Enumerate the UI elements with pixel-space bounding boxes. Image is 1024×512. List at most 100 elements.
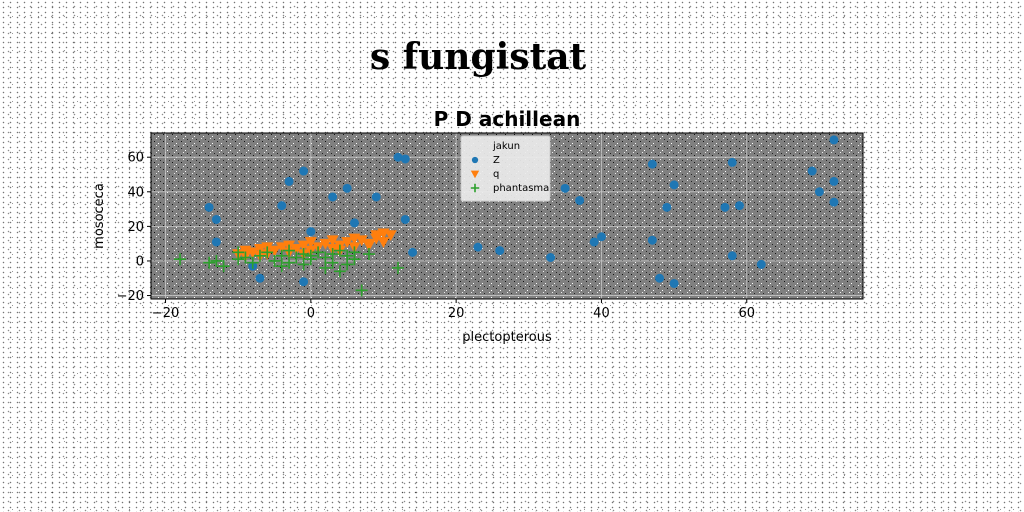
data-point <box>232 253 245 266</box>
data-point <box>546 253 556 262</box>
data-point <box>362 240 375 252</box>
data-point <box>277 201 287 211</box>
x-tick-label: 0 <box>307 306 315 321</box>
data-point <box>829 197 839 207</box>
data-point <box>370 230 383 242</box>
data-point <box>392 261 405 274</box>
data-point <box>400 214 410 224</box>
data-point <box>283 244 296 257</box>
data-point <box>393 152 403 162</box>
data-point <box>560 183 570 193</box>
data-point <box>299 166 309 176</box>
data-point <box>720 202 730 212</box>
data-point <box>304 249 317 262</box>
data-point <box>727 157 737 167</box>
data-point <box>275 260 288 273</box>
data-point <box>662 202 672 212</box>
data-point <box>239 251 252 264</box>
data-point <box>348 246 361 259</box>
x-tick-label: 40 <box>593 306 610 321</box>
y-tick-label: 40 <box>127 185 144 200</box>
data-point <box>290 251 303 264</box>
data-point <box>596 232 606 242</box>
data-point <box>669 180 679 190</box>
data-point <box>647 235 657 245</box>
data-point <box>174 253 187 266</box>
data-point <box>253 244 266 255</box>
y-axis-label: mosoceca <box>92 183 107 249</box>
legend-marker <box>470 183 480 193</box>
data-point <box>326 235 339 247</box>
data-point <box>297 258 310 271</box>
legend-marker <box>471 156 479 164</box>
legend: jakun Zq phantasma <box>460 135 551 202</box>
legend-entry: phantasma <box>493 183 549 194</box>
data-point <box>283 256 296 269</box>
data-point <box>306 227 316 237</box>
data-point <box>349 218 359 228</box>
data-point <box>348 233 361 245</box>
x-tick-label: 60 <box>738 306 755 321</box>
data-point <box>647 159 657 169</box>
data-point <box>246 247 259 259</box>
data-point <box>362 248 375 261</box>
data-point <box>575 195 585 205</box>
x-tick-label: −20 <box>152 306 179 321</box>
data-point <box>284 176 294 186</box>
data-point <box>328 192 338 202</box>
data-point <box>829 176 839 186</box>
data-point <box>473 242 483 252</box>
data-point <box>807 166 817 176</box>
data-point <box>203 256 216 269</box>
y-tick-label: 20 <box>127 220 144 235</box>
y-tick-label: 60 <box>127 151 144 166</box>
data-point <box>275 249 288 262</box>
legend-entry: Z <box>493 155 500 166</box>
figure-suptitle: s fungistat <box>369 36 587 78</box>
chart-title: P D achillean <box>434 107 581 131</box>
data-point <box>275 242 288 254</box>
data-point <box>408 247 418 257</box>
data-point <box>341 258 354 271</box>
legend-marker <box>470 170 480 179</box>
data-point <box>589 237 599 247</box>
data-point <box>297 248 310 261</box>
legend-box <box>460 135 551 202</box>
data-marks <box>174 135 839 297</box>
legend-entry: q <box>493 169 499 180</box>
data-point <box>268 245 281 257</box>
y-tick-label: 0 <box>136 254 144 269</box>
data-point <box>669 278 679 288</box>
y-axis-ticks: −20 0 20 40 60 <box>117 151 151 304</box>
legend-title: jakun <box>492 141 520 152</box>
data-point <box>210 254 223 267</box>
data-point <box>319 251 332 264</box>
data-point <box>319 238 332 250</box>
series-Z <box>204 135 839 288</box>
data-point <box>341 237 354 248</box>
data-point <box>319 261 332 274</box>
data-point <box>727 251 737 261</box>
data-point <box>355 284 368 297</box>
data-point <box>655 273 665 283</box>
data-point <box>326 248 339 261</box>
data-point <box>312 246 325 259</box>
data-point <box>377 237 390 248</box>
data-point <box>829 135 839 145</box>
x-tick-label: 20 <box>448 306 465 321</box>
data-point <box>333 265 346 278</box>
x-axis-ticks: −20 0 20 40 60 <box>152 299 755 321</box>
y-tick-label: −20 <box>117 289 144 304</box>
data-point <box>734 201 744 211</box>
data-point <box>342 183 352 193</box>
data-point <box>304 237 317 248</box>
data-point <box>246 256 259 269</box>
data-point <box>297 240 310 252</box>
data-point <box>255 273 265 283</box>
data-point <box>261 246 274 259</box>
data-point <box>333 244 346 257</box>
data-point <box>211 237 221 247</box>
data-point <box>299 277 309 287</box>
data-point <box>355 235 368 247</box>
